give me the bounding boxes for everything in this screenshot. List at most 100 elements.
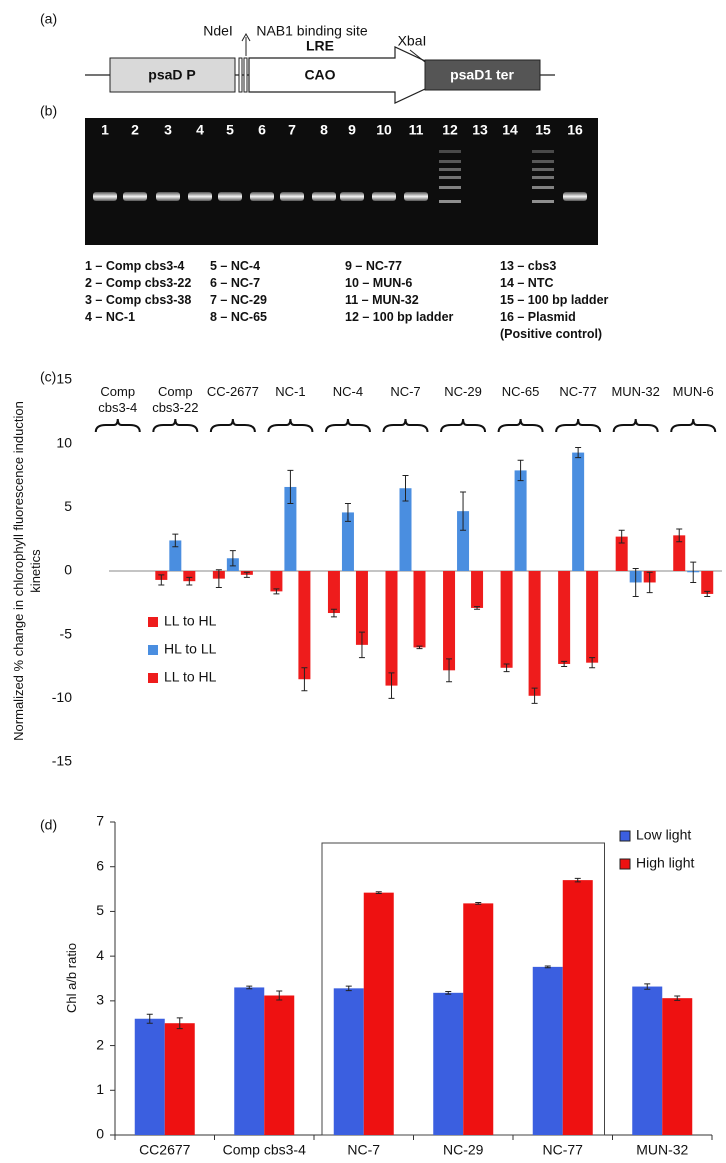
cao-arrow: [249, 47, 455, 103]
gel-legend-item: 3 – Comp cbs3-38: [85, 292, 191, 309]
terminator-label: psaD1 ter: [450, 67, 514, 83]
gel-legend-column: 9 – NC-7710 – MUN-611 – MUN-3212 – 100 b…: [345, 258, 453, 326]
group-brace: [614, 419, 658, 432]
gel-legend-item: 5 – NC-4: [210, 258, 267, 275]
gel-legend-item: 7 – NC-29: [210, 292, 267, 309]
ladder-band: [532, 200, 554, 203]
y-axis-label: Chl a/b ratio: [63, 878, 81, 1078]
bar: [234, 987, 264, 1135]
bar: [558, 571, 570, 664]
group-brace: [556, 419, 600, 432]
legend-swatch: [620, 831, 630, 841]
dna-band: [312, 192, 336, 201]
legend-label: Low light: [636, 827, 691, 843]
y-tick-label: 0: [96, 1126, 104, 1142]
group-brace: [326, 419, 370, 432]
panel-label: (a): [40, 11, 57, 27]
lane-number: 11: [409, 122, 424, 138]
ladder-band: [439, 186, 461, 189]
lane-number: 5: [226, 122, 234, 138]
group-brace: [499, 419, 543, 432]
lane-number: 14: [502, 122, 518, 138]
bar: [586, 571, 598, 663]
bar: [533, 967, 563, 1135]
lane-number: 16: [567, 122, 583, 138]
group-brace: [211, 419, 255, 432]
category-label: Comp cbs3-22: [145, 384, 205, 416]
y-tick-label: 5: [64, 498, 72, 514]
bar: [632, 987, 662, 1135]
bar: [515, 470, 527, 571]
figure: (a) psaD P CAO psaD1 ter NdeI NAB1 bindi…: [0, 0, 726, 1163]
gel-legend-item: 13 – cbs3: [500, 258, 622, 275]
legend-swatch: [148, 645, 158, 655]
legend-label: HL to LL: [164, 641, 217, 657]
bar: [165, 1023, 195, 1135]
group-brace: [671, 419, 715, 432]
legend-label: LL to HL: [164, 669, 217, 685]
legend-label: LL to HL: [164, 613, 217, 629]
y-tick-label: 1: [96, 1081, 104, 1097]
dna-band: [563, 192, 587, 201]
ladder-band: [532, 186, 554, 189]
bar: [386, 571, 398, 686]
bar: [463, 903, 493, 1135]
y-tick-label: 5: [96, 902, 104, 918]
category-label: NC-7: [376, 384, 436, 400]
gel-legend-item: 14 – NTC: [500, 275, 622, 292]
legend-swatch: [148, 617, 158, 627]
x-tick-label: CC2677: [139, 1142, 191, 1158]
gel-legend-item: 16 – Plasmid (Positive control): [500, 309, 622, 343]
ladder-band: [439, 150, 461, 153]
gel-legend-item: 6 – NC-7: [210, 275, 267, 292]
gel-legend-item: 15 – 100 bp ladder: [500, 292, 622, 309]
gel-legend-item: 10 – MUN-6: [345, 275, 453, 292]
y-tick-label: 7: [96, 813, 104, 829]
panel-label: (d): [40, 817, 57, 833]
lane-number: 7: [288, 122, 296, 138]
bar: [298, 571, 310, 679]
y-tick-label: 6: [96, 857, 104, 873]
x-tick-label: NC-29: [443, 1142, 484, 1158]
group-brace: [96, 419, 140, 432]
dna-band: [123, 192, 147, 201]
dna-band: [218, 192, 242, 201]
bar: [328, 571, 340, 613]
group-brace: [384, 419, 428, 432]
lane-number: 6: [258, 122, 266, 138]
dna-band: [93, 192, 117, 201]
bar: [443, 571, 455, 670]
bar: [563, 880, 593, 1135]
gel-legend-item: 9 – NC-77: [345, 258, 453, 275]
lre-label: LRE: [306, 38, 334, 54]
dna-band: [188, 192, 212, 201]
lane-number: 13: [472, 122, 488, 138]
legend-label: High light: [636, 855, 694, 871]
gel-image: [85, 118, 598, 245]
group-brace: [153, 419, 197, 432]
dna-band: [340, 192, 364, 201]
lane-number: 9: [348, 122, 356, 138]
lane-number: 2: [131, 122, 139, 138]
x-tick-label: NC-77: [543, 1142, 584, 1158]
bar: [471, 571, 483, 608]
ladder-band: [532, 168, 554, 171]
bar: [529, 571, 541, 696]
ladder-band: [439, 160, 461, 163]
category-label: NC-77: [548, 384, 608, 400]
y-tick-label: 10: [56, 434, 72, 450]
gel-legend-column: 1 – Comp cbs3-42 – Comp cbs3-223 – Comp …: [85, 258, 191, 326]
lane-number: 15: [535, 122, 551, 138]
lane-number: 3: [164, 122, 172, 138]
figure-canvas: (a) psaD P CAO psaD1 ter NdeI NAB1 bindi…: [0, 0, 726, 1163]
gel-legend-item: 12 – 100 bp ladder: [345, 309, 453, 326]
ladder-band: [532, 160, 554, 163]
ladder-band: [439, 176, 461, 179]
ladder-band: [439, 200, 461, 203]
bar: [270, 571, 282, 591]
gel-legend-item: 8 – NC-65: [210, 309, 267, 326]
group-brace: [268, 419, 312, 432]
category-label: Comp cbs3-4: [88, 384, 148, 416]
dna-band: [156, 192, 180, 201]
lane-number: 12: [442, 122, 458, 138]
